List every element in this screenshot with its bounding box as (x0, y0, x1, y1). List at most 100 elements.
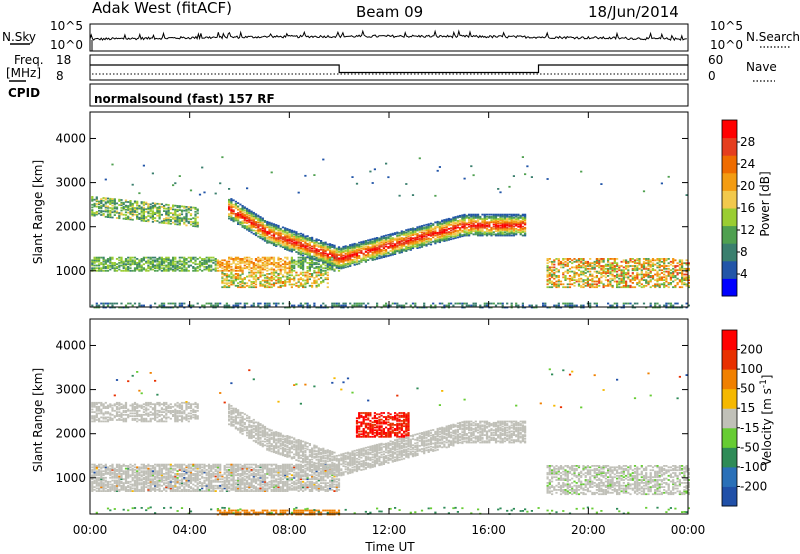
power-cell (524, 173, 527, 176)
power-cell (257, 223, 260, 226)
power-cell (297, 239, 300, 242)
power-cell (376, 253, 379, 256)
power-cell (474, 220, 477, 223)
power-cell (302, 244, 305, 247)
power-cell (299, 242, 302, 245)
power-cell (147, 256, 150, 259)
power-cell (228, 258, 231, 260)
power-cell (237, 302, 240, 305)
power-cell (106, 205, 110, 208)
power-cell (286, 262, 289, 264)
power-cell (230, 201, 233, 204)
power-cell (154, 302, 157, 305)
power-cell (284, 240, 287, 243)
power-cell (512, 228, 515, 230)
power-cell (104, 201, 107, 204)
power-cell (622, 284, 625, 287)
power-cell (252, 225, 255, 227)
power-cell (306, 252, 309, 255)
power-cell (447, 304, 450, 307)
power-cell (154, 267, 157, 270)
power-cell (526, 165, 529, 168)
power-cell (568, 304, 572, 307)
power-cell (115, 207, 119, 210)
power-cell (266, 258, 269, 260)
power-cell (468, 225, 471, 228)
power-cell (124, 304, 128, 307)
power-cell (625, 302, 628, 305)
power-cell (113, 207, 116, 210)
power-cell (369, 238, 372, 241)
power-cell (423, 230, 426, 232)
power-cell (136, 262, 139, 264)
power-cell (629, 275, 632, 277)
power-cell (544, 304, 547, 307)
power-cell (207, 259, 211, 262)
power-cell (320, 258, 323, 261)
velocity-cell (100, 490, 103, 492)
power-cell (299, 263, 302, 266)
power-cell (340, 304, 343, 307)
power-cell (284, 284, 287, 287)
power-cell (593, 286, 596, 289)
power-cell (185, 267, 188, 270)
power-cell (234, 213, 237, 215)
power-cell (275, 302, 278, 305)
velocity-cell (93, 401, 96, 404)
power-cell (681, 286, 684, 289)
colorbar-segment (722, 155, 737, 174)
power-cell (324, 241, 327, 244)
power-cell (205, 302, 208, 305)
power-cell (380, 238, 383, 240)
power-cell (573, 260, 576, 263)
power-cell (385, 236, 388, 239)
power-cell (638, 258, 641, 260)
power-cell (562, 286, 565, 289)
power-cell (104, 260, 107, 263)
power-cell (156, 264, 159, 267)
power-cell (485, 232, 489, 235)
power-cell (371, 256, 374, 259)
power-cell (257, 277, 260, 279)
power-cell (485, 215, 489, 218)
power-cell (575, 304, 578, 307)
power-cell (178, 263, 181, 266)
power-cell (355, 261, 359, 263)
velocity-cell (98, 476, 101, 479)
power-cell (178, 256, 181, 259)
power-cell (174, 182, 177, 185)
power-cell (288, 248, 291, 251)
power-cell (272, 263, 276, 266)
power-cell (272, 226, 276, 229)
power-cell (524, 221, 527, 224)
power-cell (223, 284, 226, 287)
power-cell (178, 175, 181, 177)
power-cell (254, 213, 258, 216)
power-cell (376, 240, 379, 243)
power-cell (329, 264, 332, 266)
power-cell (180, 220, 184, 222)
power-cell (378, 237, 381, 240)
power-cell (91, 211, 94, 214)
power-cell (344, 304, 347, 307)
power-cell (429, 243, 433, 246)
power-cell (313, 262, 316, 264)
power-cell (189, 264, 193, 267)
power-cell (322, 245, 325, 247)
power-cell (142, 208, 145, 210)
power-cell (178, 209, 181, 211)
power-cell (237, 217, 240, 220)
power-cell (281, 238, 285, 241)
power-cell (349, 261, 352, 264)
power-cell (616, 258, 619, 260)
power-cell (261, 227, 264, 230)
power-cell (284, 275, 287, 278)
velocity-cell (98, 463, 101, 466)
power-cell (124, 200, 128, 203)
power-cell (553, 266, 556, 269)
power-cell (326, 264, 329, 267)
power-cell (169, 267, 172, 270)
power-cell (100, 206, 103, 208)
power-cell (165, 207, 168, 210)
power-cell (239, 215, 242, 218)
